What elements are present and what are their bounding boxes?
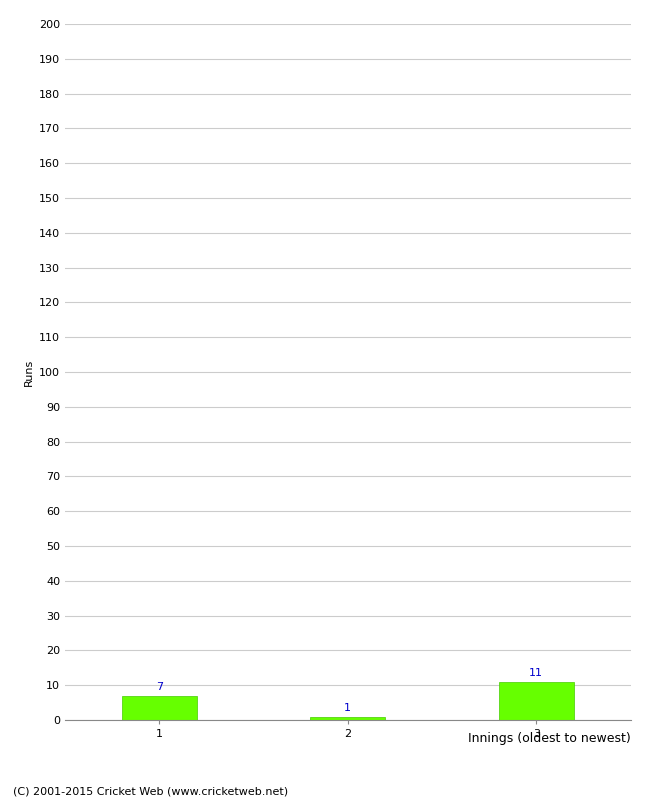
Text: (C) 2001-2015 Cricket Web (www.cricketweb.net): (C) 2001-2015 Cricket Web (www.cricketwe…: [13, 786, 288, 796]
Text: 1: 1: [344, 703, 351, 713]
Y-axis label: Runs: Runs: [23, 358, 33, 386]
Bar: [310, 717, 385, 720]
Text: 7: 7: [156, 682, 162, 692]
Bar: [499, 682, 574, 720]
Bar: [122, 696, 197, 720]
Text: Innings (oldest to newest): Innings (oldest to newest): [468, 732, 630, 745]
Text: 11: 11: [529, 668, 543, 678]
